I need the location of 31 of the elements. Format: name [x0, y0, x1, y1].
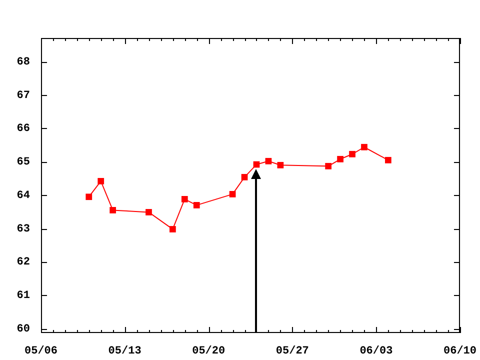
point: [146, 209, 152, 216]
point: [110, 207, 116, 214]
y-tick-label: 66: [16, 123, 30, 136]
point: [86, 194, 92, 200]
y-tick-label: 67: [16, 90, 30, 102]
x-tick-label: 05/13: [108, 345, 142, 358]
x-tick-label: 06/03: [360, 345, 394, 358]
point: [361, 144, 368, 150]
point: [98, 178, 104, 184]
point: [265, 158, 272, 164]
point: [193, 202, 200, 208]
y-tick-label: 63: [16, 223, 30, 236]
point: [325, 162, 332, 170]
y-tick-label: 65: [16, 156, 30, 169]
point: [337, 156, 344, 162]
y-tick-label: 60: [16, 323, 30, 336]
point: [229, 190, 236, 198]
point: [384, 156, 392, 164]
point: [241, 174, 248, 180]
y-tick-label: 62: [16, 256, 30, 269]
point: [181, 196, 188, 202]
y-tick-label: 61: [16, 290, 30, 302]
x-tick-label: 05/27: [276, 345, 309, 358]
y-tick-label: 64: [16, 190, 30, 202]
x-tick-label: 05/06: [24, 345, 58, 358]
y-tick-label: 68: [16, 56, 30, 68]
x-tick-label: 05/20: [192, 345, 226, 358]
point: [349, 150, 356, 158]
point: [170, 226, 176, 232]
point: [277, 162, 284, 168]
x-tick-label: 06/10: [443, 345, 477, 358]
